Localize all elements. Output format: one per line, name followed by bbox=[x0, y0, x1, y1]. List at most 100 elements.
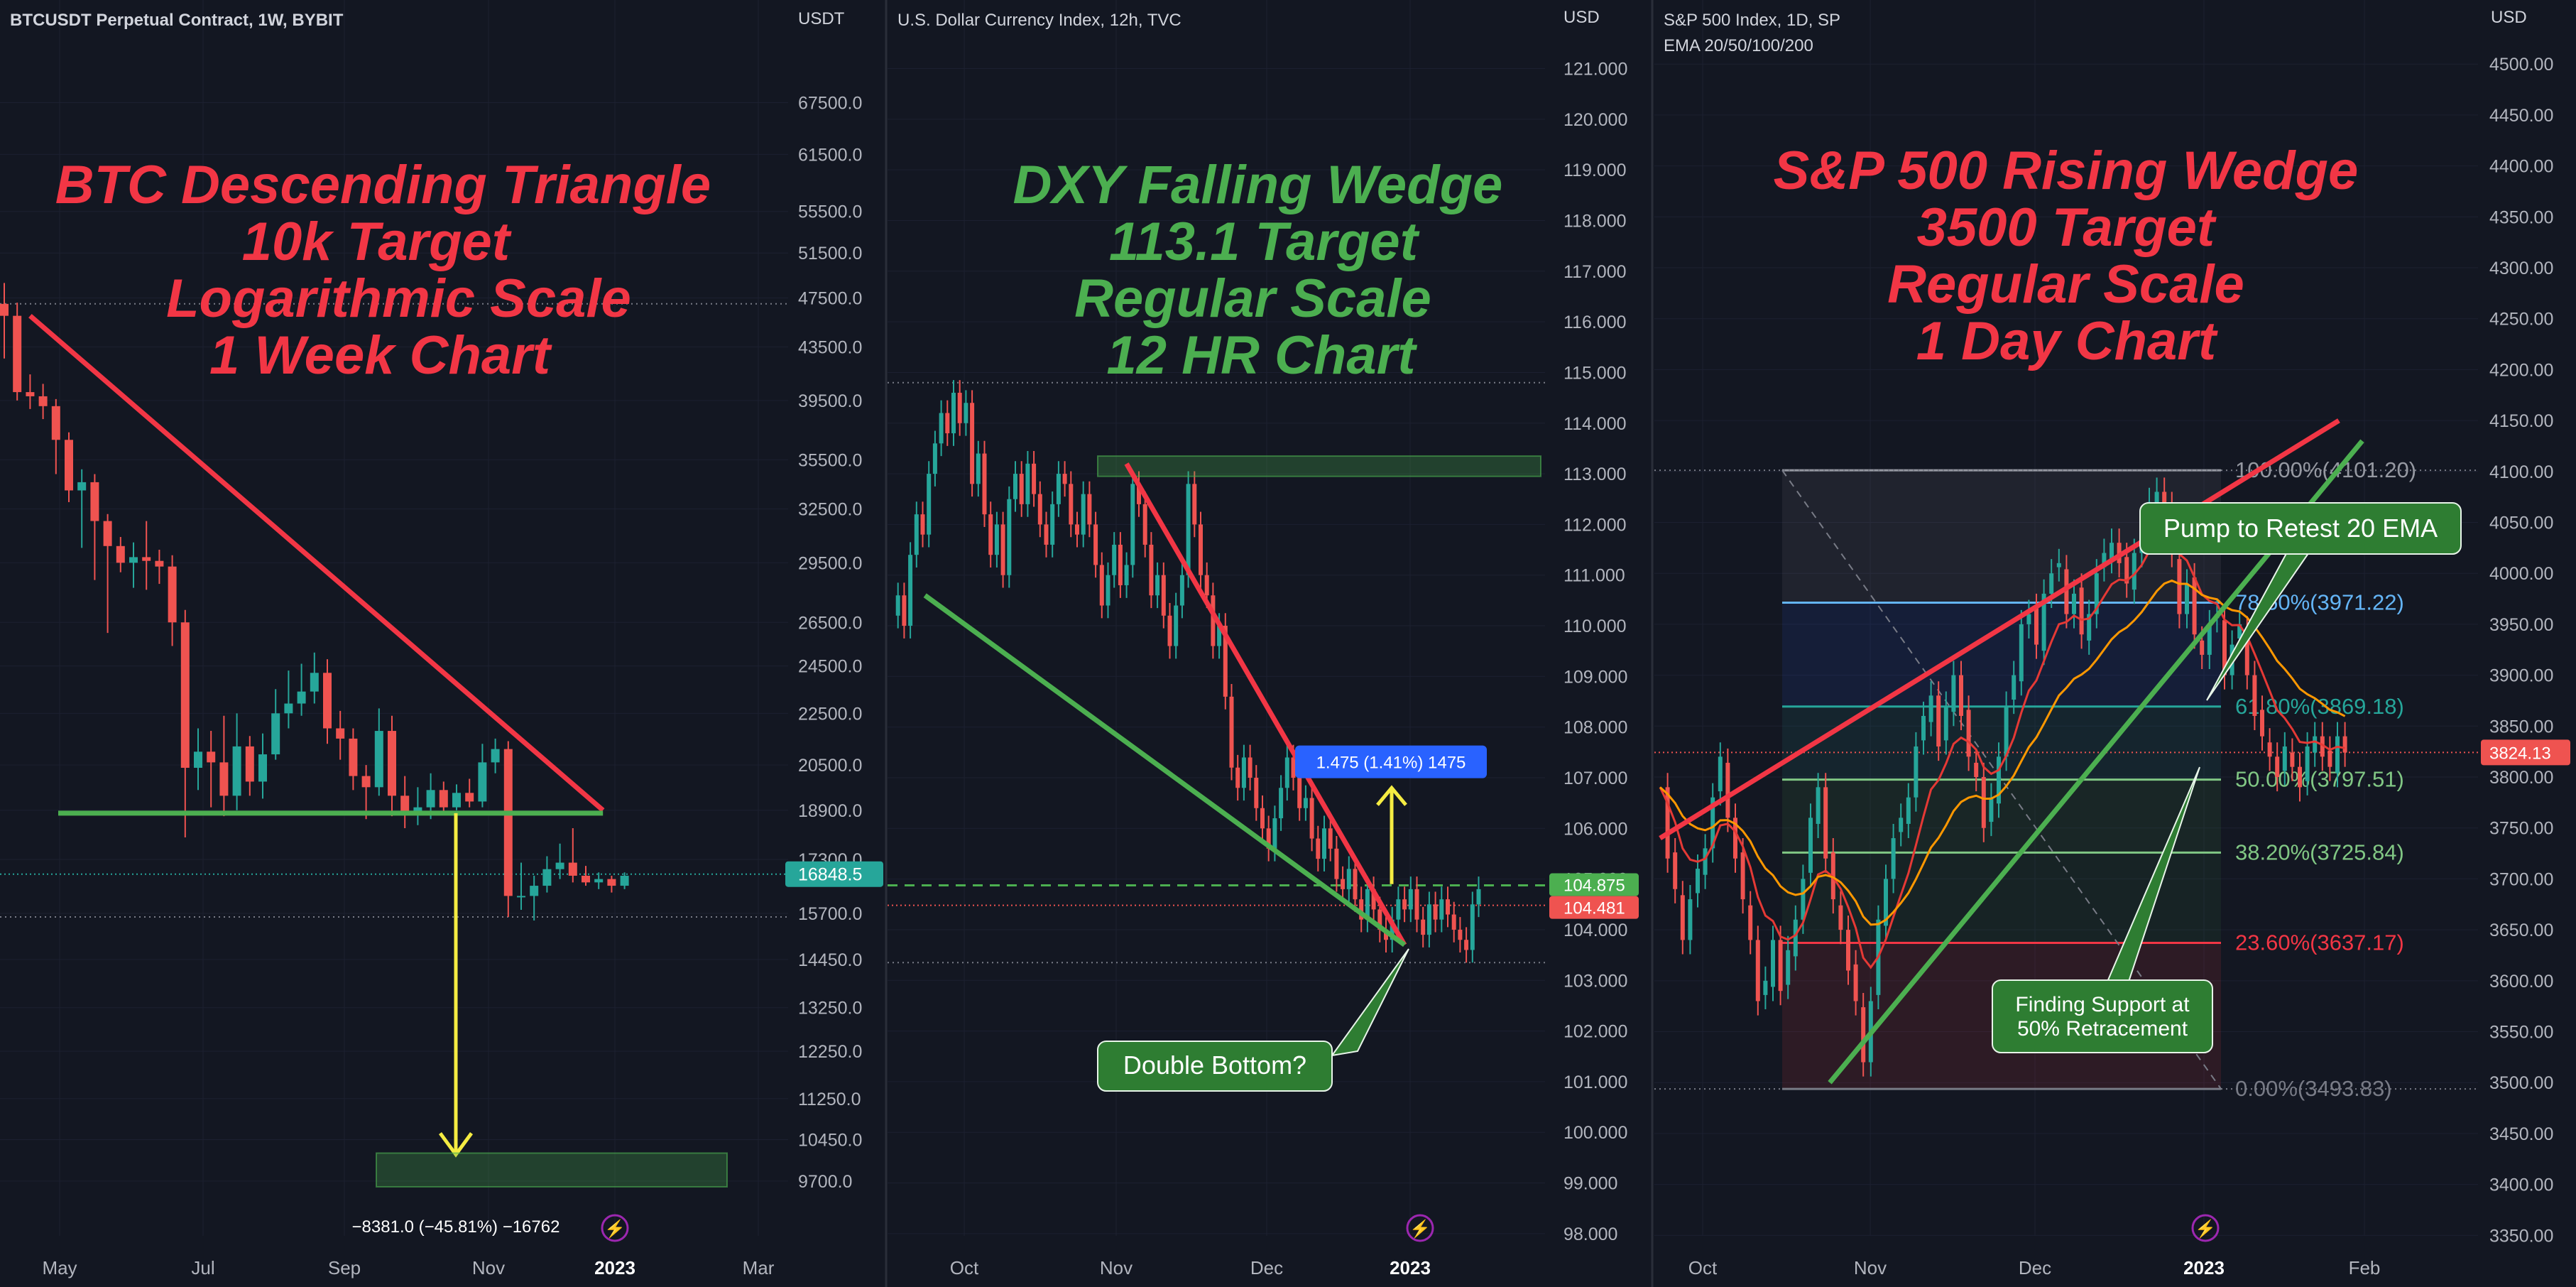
dxy-y-tick-19: 102.000 bbox=[1563, 1022, 1627, 1042]
spx-candle-47 bbox=[2012, 661, 2016, 715]
candle-body bbox=[1680, 895, 1685, 940]
dxy-candle-76 bbox=[1359, 886, 1364, 933]
dxy-y-tick-5: 116.000 bbox=[1563, 313, 1627, 332]
btc-candle-19 bbox=[245, 736, 254, 796]
dxy-candle-27 bbox=[1056, 461, 1061, 517]
candle-body bbox=[374, 731, 383, 788]
candle-body bbox=[1688, 899, 1693, 940]
btc-x-tick-0: May bbox=[42, 1257, 77, 1278]
candle-body bbox=[310, 673, 319, 692]
spx-x-tick-1: Nov bbox=[1854, 1257, 1887, 1278]
btc-candle-23 bbox=[297, 663, 306, 716]
btc-y-tick-6: 39500.0 bbox=[798, 391, 862, 411]
candle-body bbox=[1174, 605, 1179, 646]
candle-body bbox=[902, 595, 907, 626]
dxy-candle-61 bbox=[1266, 815, 1271, 862]
btc-x-tick-3: Nov bbox=[472, 1257, 505, 1278]
dxy-candle-50 bbox=[1199, 511, 1203, 588]
dxy-header: U.S. Dollar Currency Index, 12h, TVC bbox=[897, 11, 1181, 30]
candle-body bbox=[1966, 710, 1971, 757]
candle-body bbox=[2056, 563, 2061, 568]
dxy-candle-55 bbox=[1229, 684, 1234, 781]
btc-y-tick-3: 51500.0 bbox=[798, 244, 862, 264]
candle-body bbox=[65, 440, 73, 491]
candle-body bbox=[491, 749, 500, 763]
spx-candle-73 bbox=[2207, 609, 2212, 670]
spx-candle-24 bbox=[1838, 891, 1843, 945]
candle-body bbox=[582, 875, 590, 883]
spx-x-tick-2: Dec bbox=[2019, 1257, 2051, 1278]
lightning-icon-3 bbox=[2191, 1214, 2220, 1242]
candle-body bbox=[1861, 1007, 1866, 1063]
dxy-y-tick-6: 115.000 bbox=[1563, 363, 1627, 383]
spx-currency: USD bbox=[2491, 8, 2527, 27]
candle-body bbox=[1013, 474, 1017, 499]
candle-body bbox=[1341, 879, 1346, 889]
dxy-candle-59 bbox=[1254, 765, 1259, 821]
dxy-title-line-1: DXY Falling Wedge bbox=[1013, 155, 1503, 215]
btc-candle-30 bbox=[388, 715, 396, 817]
candle-body bbox=[426, 790, 435, 808]
dxy-y-tick-21: 100.000 bbox=[1563, 1123, 1627, 1143]
btc-candle-9 bbox=[116, 537, 125, 572]
dxy-candle-35 bbox=[1106, 562, 1110, 619]
spx-callout-1-text: Pump to Retest 20 EMA bbox=[2163, 514, 2438, 543]
dxy-candle-45 bbox=[1167, 602, 1172, 659]
dxy-callout-pointer bbox=[1330, 948, 1409, 1057]
btc-candle-42 bbox=[542, 856, 552, 893]
candle-body bbox=[1241, 757, 1246, 788]
candle-body bbox=[988, 514, 993, 555]
btc-y-tick-8: 32500.0 bbox=[798, 500, 862, 520]
candle-body bbox=[1118, 544, 1123, 585]
btc-panel: −8381.0 (−45.81%) −16762 ⚡ BTCUSDT Perpet… bbox=[0, 0, 883, 1278]
dxy-candle-54 bbox=[1223, 613, 1228, 710]
btc-price-tag bbox=[785, 861, 883, 887]
btc-y-tick-13: 20500.0 bbox=[798, 756, 862, 776]
dxy-candle-16 bbox=[988, 501, 993, 568]
dxy-candle-15 bbox=[982, 440, 987, 527]
spx-candle-9 bbox=[1725, 748, 1730, 832]
spx-candle-33 bbox=[1906, 783, 1911, 839]
spx-candle-5 bbox=[1696, 854, 1700, 908]
spx-candle-25 bbox=[1846, 916, 1850, 985]
spx-candle-60 bbox=[2110, 528, 2114, 574]
btc-y-tick-11: 24500.0 bbox=[798, 657, 862, 677]
spx-x-tick-4: Feb bbox=[2349, 1257, 2381, 1278]
dxy-candle-17 bbox=[994, 511, 999, 568]
candle-body bbox=[1309, 798, 1314, 839]
spx-title-line-1: S&P 500 Rising Wedge bbox=[1774, 141, 2359, 201]
candle-body bbox=[1137, 484, 1141, 504]
candle-body bbox=[1000, 524, 1005, 575]
candle-body bbox=[982, 453, 987, 515]
candle-body bbox=[361, 776, 371, 788]
btc-candle-32 bbox=[413, 787, 422, 825]
spx-candle-6 bbox=[1703, 834, 1708, 889]
spx-candle-82 bbox=[2275, 742, 2280, 792]
candle-body bbox=[2094, 573, 2099, 614]
candle-body bbox=[1793, 919, 1798, 957]
spx-candle-37 bbox=[1936, 681, 1941, 761]
spx-header: S&P 500 Index, 1D, SP bbox=[1664, 11, 1840, 30]
candle-body bbox=[2087, 614, 2092, 641]
btc-candle-28 bbox=[361, 765, 371, 820]
candle-body bbox=[2124, 557, 2129, 584]
btc-candle-3 bbox=[38, 384, 48, 420]
candle-body bbox=[1106, 575, 1110, 606]
btc-candle-6 bbox=[77, 469, 87, 548]
candle-body bbox=[964, 403, 968, 423]
dxy-y-tick-1: 120.000 bbox=[1563, 110, 1627, 130]
candle-body bbox=[2034, 607, 2039, 645]
candle-body bbox=[2207, 624, 2212, 655]
spx-candle-11 bbox=[1740, 838, 1745, 914]
dxy-price-tag-green bbox=[1549, 873, 1639, 896]
spx-y-tick-5: 4250.00 bbox=[2489, 310, 2553, 330]
btc-title-line-1: BTC Descending Triangle bbox=[55, 155, 711, 215]
candle-body bbox=[2290, 752, 2295, 767]
dxy-candle-31 bbox=[1081, 481, 1086, 548]
candle-body bbox=[297, 691, 306, 704]
candle-body bbox=[1192, 484, 1197, 525]
candle-body bbox=[1755, 940, 1760, 1001]
spx-candle-34 bbox=[1914, 732, 1919, 812]
candle-body bbox=[1112, 544, 1117, 575]
dxy-panel: 1.475 (1.41%) 1475 Double Bottom? ⚡ U.S. D… bbox=[888, 0, 1639, 1278]
